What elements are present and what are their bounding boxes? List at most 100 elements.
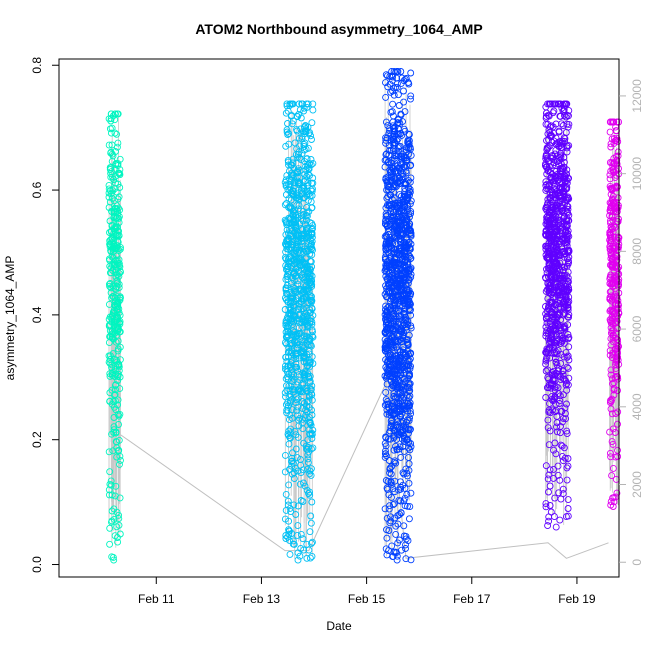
data-point [298, 338, 306, 346]
data-point [402, 532, 410, 540]
data-point [394, 275, 402, 283]
data-point [558, 332, 566, 340]
data-point [389, 403, 397, 410]
data-point [542, 155, 550, 163]
data-point [105, 486, 113, 494]
data-point [390, 282, 398, 290]
data-point [405, 460, 413, 468]
data-point [403, 469, 411, 477]
data-point [556, 154, 563, 161]
data-point [114, 345, 122, 353]
data-point [383, 307, 391, 315]
data-point [393, 343, 400, 351]
data-point [398, 394, 406, 402]
data-point [282, 532, 290, 539]
data-point [386, 202, 393, 210]
data-point [290, 501, 298, 509]
data-point [384, 182, 392, 190]
data-point [546, 169, 554, 177]
data-point [300, 185, 308, 193]
data-point [544, 374, 552, 382]
data-point [116, 410, 124, 418]
data-point [112, 160, 120, 167]
data-point [294, 231, 302, 239]
data-point [405, 225, 413, 233]
data-point [382, 356, 390, 364]
data-point [547, 508, 555, 516]
data-point [393, 84, 401, 92]
data-point [614, 194, 622, 202]
data-point [306, 488, 314, 496]
data-point [301, 121, 309, 129]
data-point [115, 204, 122, 212]
data-point [281, 178, 289, 186]
data-point [542, 360, 550, 368]
data-point [564, 123, 572, 131]
data-point [284, 158, 292, 166]
data-point [399, 118, 406, 126]
data-point [393, 80, 401, 88]
data-point [106, 187, 114, 194]
data-point [299, 342, 307, 350]
data-point [405, 238, 413, 246]
data-point [559, 367, 567, 375]
data-point [291, 272, 299, 280]
data-point [553, 311, 561, 319]
x-tick-label: Feb 19 [558, 592, 596, 606]
data-point [389, 382, 397, 390]
data-point [308, 119, 316, 127]
data-point [294, 411, 301, 419]
data-point [298, 271, 306, 279]
data-point [106, 397, 114, 405]
data-point [106, 198, 114, 206]
data-point [393, 179, 401, 186]
data-point [551, 182, 559, 190]
data-point [307, 258, 315, 266]
data-point [115, 361, 123, 369]
data-point [558, 164, 566, 172]
data-point [392, 177, 399, 185]
data-point [609, 464, 617, 472]
data-point [391, 299, 399, 307]
data-point [400, 432, 408, 440]
data-point [282, 353, 290, 361]
data-point [395, 496, 403, 504]
data-point [389, 292, 397, 300]
data-point [105, 181, 113, 189]
data-point [548, 392, 556, 400]
data-point [389, 112, 397, 120]
data-point [546, 502, 554, 509]
data-point [115, 284, 123, 291]
data-point [614, 148, 622, 156]
data-point [288, 406, 296, 414]
data-point [294, 165, 302, 173]
data-point [285, 382, 293, 390]
data-point [542, 314, 550, 322]
data-point [114, 180, 122, 188]
data-point [546, 232, 554, 240]
data-point [551, 310, 559, 318]
data-point [561, 404, 569, 412]
data-point [399, 173, 407, 181]
data-point [555, 289, 563, 297]
data-point [564, 274, 572, 282]
data-point [404, 298, 412, 306]
y2-tick-label: 4000 [630, 393, 644, 420]
data-point [606, 351, 614, 359]
data-point [293, 330, 301, 338]
data-point [116, 343, 124, 351]
data-point [400, 87, 407, 95]
data-point [552, 359, 560, 366]
data-point [116, 294, 124, 302]
data-point [389, 87, 397, 95]
data-point [283, 172, 291, 180]
chart-title: ATOM2 Northbound asymmetry_1064_AMP [195, 21, 482, 37]
data-point [544, 255, 552, 263]
data-point [382, 79, 389, 87]
data-point [385, 411, 393, 419]
data-point [542, 112, 550, 120]
data-point [306, 379, 314, 387]
data-point [305, 230, 313, 238]
data-point [105, 352, 113, 360]
data-point [392, 352, 400, 360]
